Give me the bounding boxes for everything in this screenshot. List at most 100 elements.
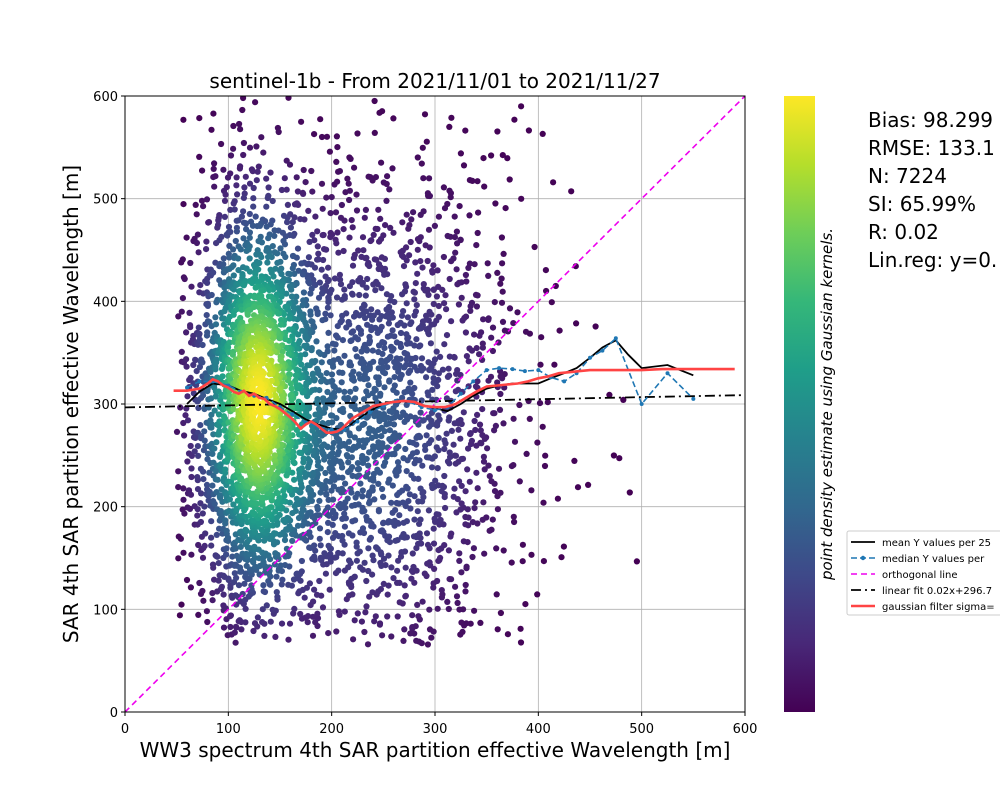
scatter-point	[260, 517, 268, 525]
scatter-point	[203, 608, 210, 615]
scatter-point	[299, 302, 306, 309]
scatter-point	[345, 180, 352, 187]
scatter-point	[196, 579, 203, 587]
scatter-point	[182, 412, 189, 419]
scatter-point	[196, 330, 203, 337]
scatter-point	[291, 476, 298, 483]
scatter-point	[327, 312, 334, 319]
scatter-point	[437, 353, 444, 360]
scatter-point	[534, 439, 541, 446]
scatter-point	[246, 255, 253, 262]
scatter-point	[455, 301, 462, 308]
scatter-point	[177, 404, 184, 411]
scatter-point	[364, 275, 371, 283]
scatter-point	[400, 519, 407, 526]
y-tick-label: 500	[93, 193, 118, 208]
scatter-point	[441, 341, 448, 348]
scatter-point	[496, 406, 504, 413]
scatter-point	[306, 580, 313, 587]
scatter-point	[318, 180, 326, 187]
series-marker	[433, 408, 437, 413]
scatter-point	[359, 452, 366, 460]
scatter-point	[318, 266, 325, 273]
scatter-point	[252, 213, 259, 220]
scatter-point	[399, 291, 406, 298]
scatter-point	[386, 378, 393, 385]
scatter-point	[382, 222, 389, 229]
scatter-point	[288, 293, 295, 300]
scatter-point	[454, 377, 461, 384]
scatter-point	[210, 110, 217, 117]
scatter-point	[341, 352, 348, 359]
scatter-point	[486, 527, 493, 534]
scatter-point	[352, 517, 359, 524]
scatter-point	[370, 557, 377, 564]
scatter-point	[232, 237, 239, 245]
scatter-point	[188, 551, 195, 558]
scatter-point	[411, 493, 418, 500]
scatter-point	[213, 439, 220, 446]
scatter-point	[400, 308, 407, 315]
scatter-point	[310, 598, 317, 605]
scatter-point	[542, 267, 550, 274]
scatter-point	[466, 212, 473, 219]
scatter-point	[467, 307, 474, 314]
scatter-point	[331, 275, 339, 282]
scatter-point	[467, 303, 474, 310]
scatter-point	[345, 459, 352, 466]
scatter-point	[504, 631, 511, 638]
scatter-point	[421, 111, 429, 118]
scatter-point	[253, 177, 260, 184]
scatter-point	[422, 287, 429, 294]
scatter-point	[412, 280, 419, 287]
scatter-point	[338, 201, 345, 209]
scatter-point	[333, 294, 341, 301]
scatter-point	[347, 337, 354, 345]
scatter-point	[395, 368, 402, 375]
scatter-point	[406, 439, 413, 446]
scatter-point	[313, 338, 320, 345]
scatter-point	[446, 275, 453, 283]
scatter-point	[265, 293, 273, 300]
scatter-point	[194, 486, 202, 493]
scatter-point	[325, 264, 332, 271]
scatter-point	[335, 549, 342, 557]
scatter-point	[273, 589, 280, 596]
scatter-point	[278, 186, 285, 194]
scatter-point	[308, 479, 315, 486]
scatter-point	[180, 201, 187, 208]
y-tick-label: 200	[93, 501, 118, 516]
scatter-point	[462, 488, 469, 495]
scatter-point	[341, 395, 348, 402]
scatter-point	[433, 348, 440, 355]
scatter-point	[540, 499, 547, 506]
scatter-point	[470, 545, 477, 552]
scatter-point	[267, 169, 274, 176]
scatter-point	[214, 553, 221, 560]
scatter-point	[419, 598, 426, 605]
scatter-point	[222, 191, 229, 198]
scatter-point	[203, 481, 211, 488]
scatter-point	[356, 548, 363, 555]
scatter-point	[462, 513, 469, 521]
scatter-point	[374, 281, 381, 288]
scatter-point	[204, 302, 211, 309]
scatter-point	[353, 539, 360, 546]
scatter-point	[514, 309, 521, 316]
scatter-point	[372, 613, 379, 620]
scatter-point	[240, 235, 247, 242]
scatter-point	[491, 488, 499, 495]
scatter-point	[287, 224, 294, 231]
scatter-point	[475, 209, 482, 216]
scatter-point	[199, 510, 206, 517]
scatter-point	[196, 363, 203, 371]
scatter-point	[355, 425, 362, 432]
scatter-point	[303, 513, 310, 520]
scatter-point	[410, 563, 417, 571]
scatter-point	[336, 443, 343, 450]
scatter-point	[293, 570, 301, 577]
scatter-point	[414, 246, 421, 253]
scatter-point	[236, 617, 243, 624]
scatter-point	[366, 449, 373, 456]
scatter-point	[344, 175, 351, 182]
